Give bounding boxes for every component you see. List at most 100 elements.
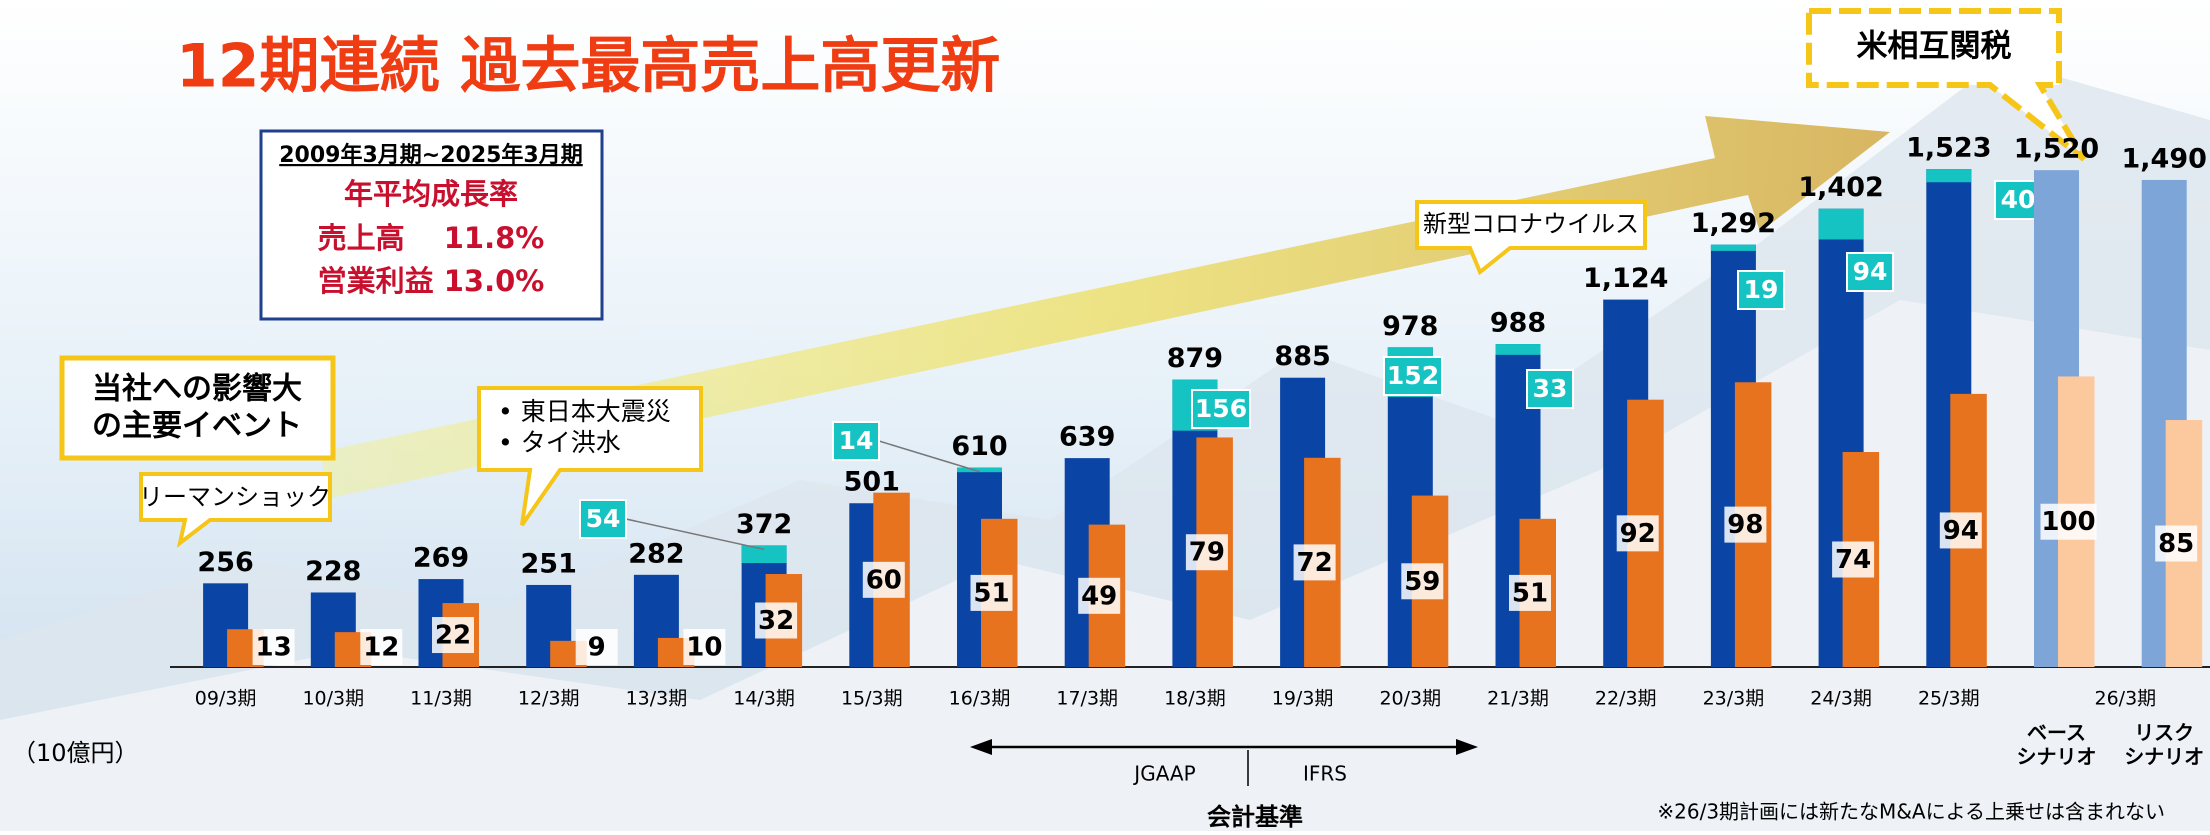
- annotation: • タイ洪水: [498, 428, 621, 457]
- profit-label: 79: [1189, 538, 1225, 568]
- leader: [625, 518, 765, 551]
- growth-box: [259, 129, 604, 321]
- sales-label: 1,490: [2121, 143, 2206, 174]
- ma-label-box: [579, 499, 627, 539]
- x-tick-label: 14/3期: [733, 688, 795, 710]
- sales-label: 879: [1167, 343, 1223, 374]
- callout: [1415, 200, 1647, 276]
- annotation: 新型コロナウイルス: [1423, 210, 1639, 238]
- profit-label-box: [862, 561, 905, 598]
- x-tick-label: 16/3期: [949, 688, 1011, 710]
- profit-label-box: [2155, 525, 2198, 562]
- profit-label-box: [1509, 574, 1551, 611]
- growth-period: 2009年3月期~2025年3月期: [279, 142, 583, 168]
- profit-label-box: [575, 629, 618, 665]
- profit-label: 49: [1081, 581, 1117, 611]
- sales-label: 1,520: [2014, 134, 2099, 165]
- x-tick-label: 10/3期: [302, 688, 364, 710]
- sales-label: 1,523: [1906, 133, 1991, 164]
- profit-label-box: [1185, 534, 1228, 571]
- sales-label: 978: [1382, 311, 1438, 342]
- ma-label-box: [1191, 389, 1251, 429]
- annotation: • 東日本大震災: [498, 397, 671, 426]
- callout: [477, 386, 703, 527]
- profit-label-box: [360, 629, 403, 665]
- profit-label-box: [1832, 541, 1875, 578]
- sales-label: 501: [844, 467, 900, 498]
- title: 12期連続 過去最高売上高更新: [176, 32, 1000, 102]
- x-tick-label: シナリオ: [2017, 745, 2097, 769]
- profit-label: 100: [2041, 507, 2095, 537]
- ma-label-box: [1994, 180, 2042, 220]
- profit-label: 85: [2158, 529, 2194, 559]
- profit-label-box: [970, 574, 1013, 611]
- x-tick-label: 25/3期: [1918, 688, 1980, 710]
- ma-label-box: [832, 421, 880, 461]
- profit-label-box: [1293, 544, 1336, 581]
- profit-label-box: [252, 629, 295, 665]
- profit-label: 74: [1835, 545, 1871, 575]
- profit-label-box: [1616, 515, 1659, 552]
- ma-label-box: [1526, 369, 1574, 409]
- sales-label: 372: [736, 509, 792, 540]
- mountain: [0, 300, 2210, 831]
- ma-bar: [741, 545, 787, 564]
- profit-label: 12: [363, 633, 399, 663]
- sales-label: 282: [628, 538, 684, 569]
- ma-label-box: [1737, 270, 1785, 310]
- ma-label: 14: [839, 426, 874, 455]
- x-tick-label: 23/3期: [1703, 688, 1765, 710]
- profit-label: 98: [1727, 510, 1763, 540]
- ma-label: 40: [2001, 185, 2036, 214]
- growth-profit: 営業利益 13.0%: [318, 264, 545, 298]
- x-tick-label: ベース: [2027, 721, 2086, 745]
- sales-label: 988: [1490, 308, 1546, 339]
- x-tick-label: 09/3期: [195, 688, 257, 710]
- events-label: の主要イベント: [92, 409, 302, 444]
- accounting-title: 会計基準: [1207, 803, 1303, 831]
- profit-label: 59: [1404, 567, 1440, 597]
- profit-label: 13: [256, 633, 292, 663]
- profit-label-box: [683, 629, 726, 665]
- x-tick-label: 18/3期: [1164, 688, 1226, 710]
- growth-heading: 年平均成長率: [344, 177, 518, 211]
- sales-label: 269: [413, 543, 469, 574]
- x-tick-label: 20/3期: [1379, 688, 1441, 710]
- ma-label-box: [1383, 356, 1443, 396]
- profit-label-box: [1939, 512, 1982, 549]
- profit-label: 92: [1620, 519, 1656, 549]
- profit-label: 51: [973, 578, 1009, 608]
- sales-label: 256: [197, 547, 253, 578]
- x-tick-label: 17/3期: [1056, 688, 1118, 710]
- x-tick-label: 12/3期: [518, 688, 580, 710]
- sales-label: 251: [521, 548, 577, 579]
- x-tick-label: 15/3期: [841, 688, 903, 710]
- x-tick-label: シナリオ: [2124, 745, 2204, 769]
- ma-label-box: [1846, 252, 1894, 292]
- ma-label: 54: [586, 504, 621, 533]
- growth-sales: 売上高 11.8%: [318, 221, 545, 255]
- ma-label: 152: [1387, 361, 1439, 390]
- sales-label: 1,402: [1798, 172, 1883, 203]
- profit-label: 51: [1512, 578, 1548, 608]
- ma-bar: [1710, 244, 1756, 251]
- x-group-label: 26/3期: [2095, 688, 2157, 710]
- profit-label: 32: [758, 606, 794, 636]
- profit-label: 60: [866, 565, 902, 595]
- profit-label-box: [1078, 577, 1121, 614]
- profit-label-box: [432, 617, 474, 654]
- ma-label: 156: [1195, 394, 1247, 423]
- leader: [878, 440, 980, 473]
- arrowhead: [970, 739, 992, 755]
- footnote: ※26/3期計画には新たなM&Aによる上乗せは含まれない: [1657, 800, 2165, 824]
- sales-label: 228: [305, 556, 361, 587]
- x-tick-label: 24/3期: [1810, 688, 1872, 710]
- annotation: リーマンショック: [139, 483, 331, 511]
- callout: [1806, 8, 2087, 162]
- sales-label: 1,292: [1691, 208, 1776, 239]
- sales-label: 885: [1274, 341, 1330, 372]
- ma-bar: [1818, 208, 1864, 240]
- sales-label: 1,124: [1583, 263, 1668, 294]
- ma-bar: [1926, 169, 1972, 183]
